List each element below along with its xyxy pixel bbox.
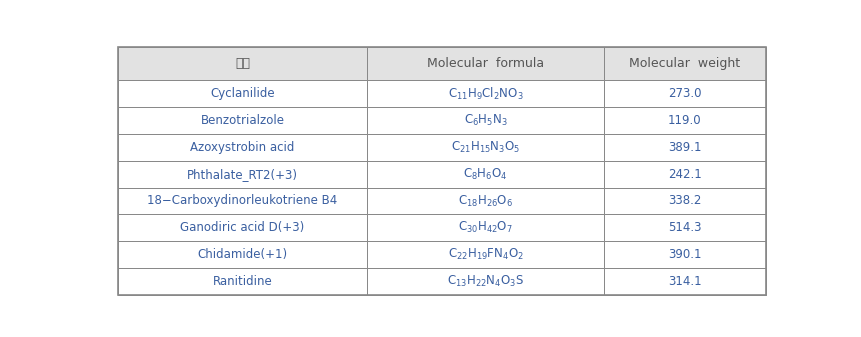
Text: 389.1: 389.1 [667,141,701,154]
Text: $\mathregular{C_{13}H_{22}N_{4}O_{3}S}$: $\mathregular{C_{13}H_{22}N_{4}O_{3}S}$ [447,274,523,289]
Bar [118,107,367,134]
Text: Chidamide(+1): Chidamide(+1) [197,248,288,261]
Bar [603,47,765,81]
Bar [118,241,367,268]
Text: 구분: 구분 [235,57,250,70]
Bar [118,214,367,241]
Bar [118,188,367,214]
Bar [603,241,765,268]
Bar [367,107,603,134]
Text: $\mathregular{C_{11}H_{9}Cl_{2}NO_{3}}$: $\mathregular{C_{11}H_{9}Cl_{2}NO_{3}}$ [447,86,523,102]
Bar [367,47,603,81]
Text: $\mathregular{C_{22}H_{19}FN_{4}O_{2}}$: $\mathregular{C_{22}H_{19}FN_{4}O_{2}}$ [447,247,523,262]
Bar [118,268,367,295]
Text: $\mathregular{C_{21}H_{15}N_{3}O_{5}}$: $\mathregular{C_{21}H_{15}N_{3}O_{5}}$ [450,140,519,155]
Bar [367,241,603,268]
Text: Azoxystrobin acid: Azoxystrobin acid [190,141,294,154]
Text: 119.0: 119.0 [667,114,701,127]
Text: 273.0: 273.0 [667,87,701,100]
Text: $\mathregular{C_{18}H_{26}O_{6}}$: $\mathregular{C_{18}H_{26}O_{6}}$ [457,193,512,209]
Bar [367,268,603,295]
Text: Molecular  weight: Molecular weight [629,57,740,70]
Text: Phthalate_RT2(+3): Phthalate_RT2(+3) [187,168,298,181]
Text: $\mathregular{C_{8}H_{6}O_{4}}$: $\mathregular{C_{8}H_{6}O_{4}}$ [462,166,507,182]
Text: Molecular  formula: Molecular formula [426,57,543,70]
Text: 390.1: 390.1 [667,248,701,261]
Bar [118,161,367,188]
Bar [367,81,603,107]
Text: $\mathregular{C_{6}H_{5}N_{3}}$: $\mathregular{C_{6}H_{5}N_{3}}$ [463,113,507,128]
Bar [118,134,367,161]
Text: 338.2: 338.2 [667,194,701,208]
Bar [367,188,603,214]
Bar [118,47,367,81]
Bar [603,134,765,161]
Text: Benzotrialzole: Benzotrialzole [201,114,284,127]
Text: 514.3: 514.3 [667,221,701,234]
Bar [367,214,603,241]
Text: Cyclanilide: Cyclanilide [210,87,275,100]
Bar [367,161,603,188]
Bar [603,107,765,134]
Bar [603,188,765,214]
Bar [603,268,765,295]
Text: 314.1: 314.1 [667,275,701,288]
Text: 242.1: 242.1 [667,168,701,181]
Text: 18−Carboxydinorleukotriene B4: 18−Carboxydinorleukotriene B4 [147,194,338,208]
Bar [603,161,765,188]
Text: Ganodiric acid D(+3): Ganodiric acid D(+3) [180,221,304,234]
Bar [603,81,765,107]
Text: Ranitidine: Ranitidine [213,275,272,288]
Bar [118,81,367,107]
Bar [603,214,765,241]
Bar [367,134,603,161]
Text: $\mathregular{C_{30}H_{42}O_{7}}$: $\mathregular{C_{30}H_{42}O_{7}}$ [457,220,512,235]
